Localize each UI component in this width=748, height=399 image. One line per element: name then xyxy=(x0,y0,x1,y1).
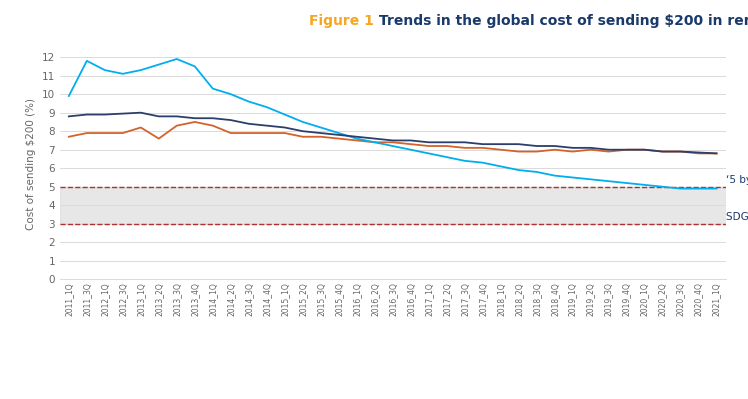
Text: ‘5 by 5’ objective: ‘5 by 5’ objective xyxy=(726,174,748,184)
Bar xyxy=(60,187,726,224)
Text: Trends in the global cost of sending $200 in remittances²: Trends in the global cost of sending $20… xyxy=(374,14,748,28)
Y-axis label: Cost of sending $200 (%): Cost of sending $200 (%) xyxy=(26,98,36,229)
Text: SDG Target: SDG Target xyxy=(726,212,748,222)
Text: Figure 1: Figure 1 xyxy=(309,14,374,28)
